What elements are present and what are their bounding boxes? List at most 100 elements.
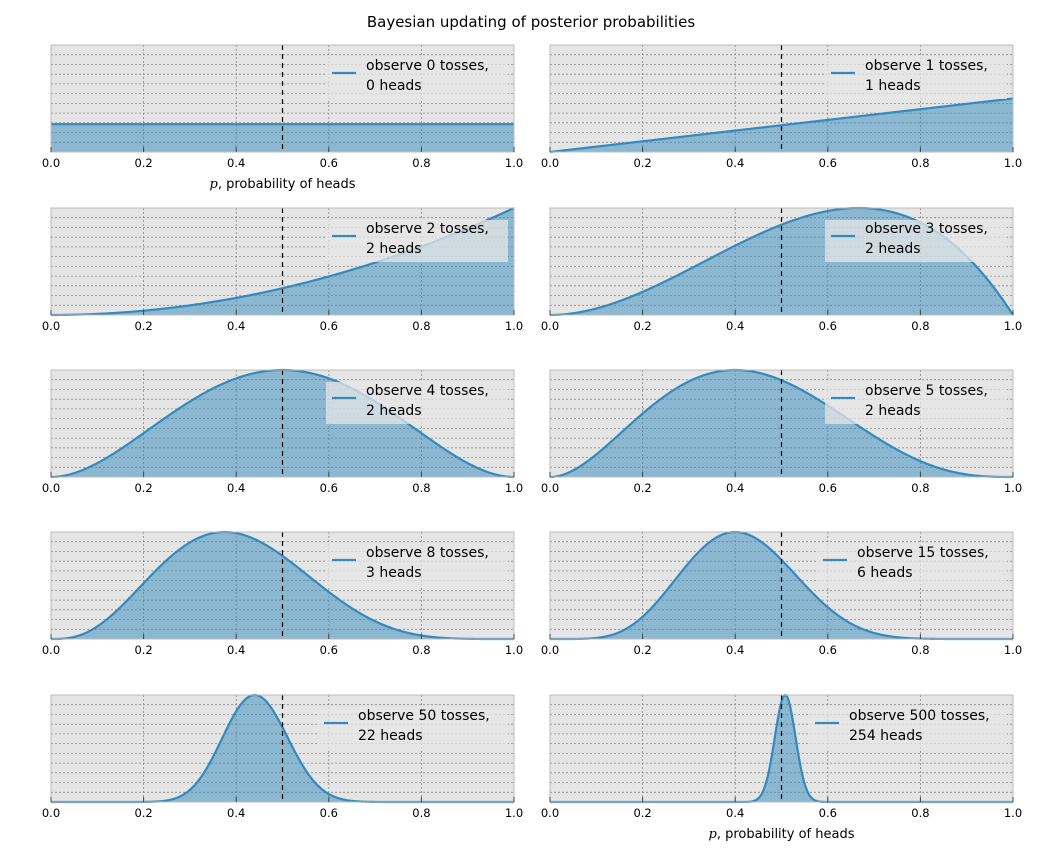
legend-text: 22 heads [358, 728, 423, 744]
legend-text: observe 50 tosses, [358, 708, 490, 724]
x-tick-label: 0.0 [42, 156, 60, 170]
subplot-500-tosses: observe 500 tosses, 254 heads 0.0 0.2 0.4 0.… [541, 693, 1022, 842]
legend-box [326, 57, 508, 99]
x-tick-label: 0.4 [227, 319, 245, 333]
axes-frame [50, 44, 515, 153]
x-tick-label: 0.6 [819, 319, 837, 333]
x-tick-label: 1.0 [1004, 319, 1022, 333]
subplot-4-tosses: observe 4 tosses, 2 heads 0.0 0.2 0.4 0.6 0.8… [42, 368, 523, 495]
x-tick-label: 0.2 [633, 806, 651, 820]
x-tick-label: 0.2 [134, 481, 152, 495]
legend-box [825, 382, 1007, 424]
legend-text: observe 4 tosses, [366, 383, 489, 399]
x-tick-label: 0.6 [320, 156, 338, 170]
x-tick-label: 0.8 [911, 319, 929, 333]
subplot-0-tosses: observe 0 tosses, 0 heads 0.0 0.2 0.4 0.6 0.8… [42, 44, 523, 192]
x-tick-label: 0.6 [320, 643, 338, 657]
x-tick-label: 0.8 [911, 481, 929, 495]
x-tick-label: 0.8 [412, 319, 430, 333]
axes-frame [549, 694, 1014, 803]
x-tick-label: 0.0 [541, 643, 559, 657]
x-tick-label: 0.0 [42, 806, 60, 820]
x-tick-label: 1.0 [1004, 481, 1022, 495]
x-tick-label: 0.2 [134, 806, 152, 820]
legend: observe 15 tosses, 6 heads [817, 544, 1007, 586]
x-tick-label: 0.0 [541, 481, 559, 495]
x-tick-label: 0.2 [633, 643, 651, 657]
legend-text: 2 heads [366, 403, 422, 419]
x-tick-label: 0.6 [819, 643, 837, 657]
subplot-1-tosses: observe 1 tosses, 1 heads 0.0 0.2 0.4 0.6 0.8… [541, 44, 1022, 170]
x-tick-label: 0.8 [412, 806, 430, 820]
x-tick-label: 0.4 [726, 319, 744, 333]
subplot-5-tosses: observe 5 tosses, 2 heads 0.0 0.2 0.4 0.6 0.8… [541, 368, 1022, 495]
x-tick-label: 0.0 [541, 156, 559, 170]
subplot-50-tosses: observe 50 tosses, 22 heads 0.0 0.2 0.4 0.6 0… [42, 693, 523, 820]
subplot-3-tosses: observe 3 tosses, 2 heads 0.0 0.2 0.4 0.6 0.8… [541, 206, 1022, 333]
x-tick-label: 0.6 [320, 806, 338, 820]
posterior-area [550, 695, 1013, 802]
legend-text: observe 1 tosses, [865, 58, 988, 74]
x-tick-label: 0.4 [726, 806, 744, 820]
x-tick-label: 0.2 [633, 481, 651, 495]
legend: observe 3 tosses, 2 heads [825, 220, 1007, 262]
x-tick-label: 0.2 [134, 643, 152, 657]
legend-text: 3 heads [366, 565, 422, 581]
x-tick-label: 0.6 [320, 319, 338, 333]
x-tick-label: 0.8 [412, 156, 430, 170]
axes-frame [549, 531, 1014, 640]
x-tick-label: 0.4 [227, 156, 245, 170]
posterior-area [51, 370, 514, 477]
axes-frame [50, 369, 515, 478]
x-tick-label: 0.2 [134, 156, 152, 170]
legend-text: observe 3 tosses, [865, 221, 988, 237]
x-tick-label: 0.4 [227, 643, 245, 657]
posterior-line [549, 97, 1014, 154]
legend-text: 2 heads [865, 403, 921, 419]
x-tick-label: 1.0 [1004, 156, 1022, 170]
figure-title: Bayesian updating of posterior probabili… [367, 13, 695, 31]
legend-text: 2 heads [366, 241, 422, 257]
legend-box [825, 220, 1007, 262]
subplot-15-tosses: observe 15 tosses, 6 heads 0.0 0.2 0.4 0.6 0.… [541, 530, 1022, 657]
legend-box [825, 57, 1007, 99]
x-tick-label: 1.0 [505, 806, 523, 820]
x-tick-label: 1.0 [1004, 806, 1022, 820]
legend-text: 0 heads [366, 78, 422, 94]
legend-text: 1 heads [865, 78, 921, 94]
axes-frame [50, 694, 515, 803]
x-tick-label: 0.4 [227, 806, 245, 820]
legend: observe 0 tosses, 0 heads [326, 57, 508, 99]
legend-text: observe 2 tosses, [366, 221, 489, 237]
x-tick-label: 0.6 [819, 806, 837, 820]
legend-box [809, 707, 1007, 749]
x-tick-label: 0.2 [134, 319, 152, 333]
legend-text: 6 heads [857, 565, 913, 581]
legend: observe 500 tosses, 254 heads [809, 707, 1007, 749]
legend-box [318, 707, 508, 749]
posterior-area [51, 532, 514, 639]
x-tick-label: 0.2 [633, 156, 651, 170]
x-tick-label: 0.8 [911, 806, 929, 820]
x-tick-label: 0.6 [320, 481, 338, 495]
axes-frame [549, 44, 1014, 153]
subplot-2-tosses: observe 2 tosses, 2 heads 0.0 0.2 0.4 0.6 0.8… [42, 207, 523, 333]
axes-frame [50, 531, 515, 640]
posterior-area [550, 532, 1013, 639]
legend-text: observe 5 tosses, [865, 383, 988, 399]
x-tick-label: 0.0 [42, 643, 60, 657]
legend-text: observe 8 tosses, [366, 545, 489, 561]
axes-frame [50, 207, 515, 316]
x-axis-label: p, probability of heads [709, 827, 855, 842]
legend: observe 4 tosses, 2 heads [326, 382, 508, 424]
subplot-8-tosses: observe 8 tosses, 3 heads 0.0 0.2 0.4 0.6 0.8… [42, 530, 523, 657]
legend-text: 254 heads [849, 728, 922, 744]
legend: observe 1 tosses, 1 heads [825, 57, 1007, 99]
x-tick-label: 0.4 [726, 156, 744, 170]
x-tick-label: 0.4 [227, 481, 245, 495]
x-tick-label: 0.8 [412, 643, 430, 657]
legend-text: 2 heads [865, 241, 921, 257]
x-tick-label: 1.0 [505, 481, 523, 495]
legend-text: observe 500 tosses, [849, 708, 990, 724]
